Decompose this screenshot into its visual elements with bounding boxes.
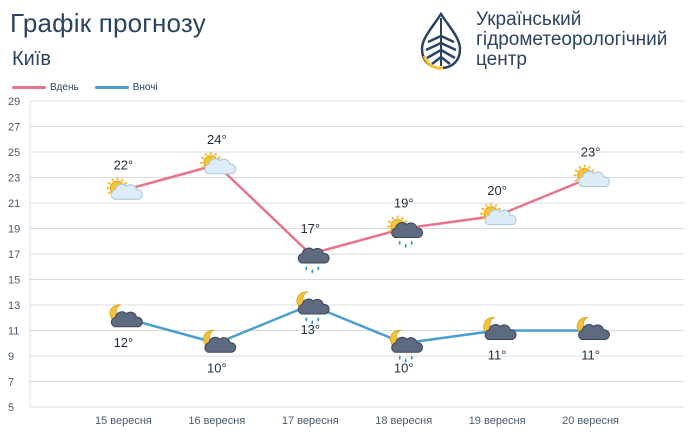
y-tick-label: 25 [8,147,20,159]
y-tick-label: 29 [8,96,20,108]
legend-label-night: Вночі [132,81,158,93]
moon-cloud-rain-icon [389,329,424,363]
cloud-rain-icon [297,247,330,274]
y-tick-label: 5 [8,402,14,414]
legend-swatch-day [12,85,46,89]
legend-label-day: Вдень [50,81,79,93]
day-temp-label: 23° [581,145,601,160]
sun-cloud-icon [199,151,237,175]
moon-cloud-icon [203,329,237,353]
day-temp-label: 19° [394,196,414,211]
legend-item-day[interactable]: Вдень [12,82,79,93]
logo-drop-icon [420,12,462,70]
logo-line: Український [476,9,582,30]
moon-cloud-rain-icon [296,291,330,325]
night-temp-label: 11° [581,348,600,363]
sun-cloud-icon [106,177,143,200]
y-tick-label: 19 [8,224,20,236]
moon-cloud-icon [576,317,610,340]
y-tick-label: 15 [8,275,20,287]
y-tick-label: 9 [8,351,14,363]
logo: Український гідрометеорологічний центр [418,10,688,72]
day-temp-label: 24° [207,132,227,147]
series-line-day [123,163,592,256]
y-tick-label: 11 [8,326,19,338]
x-tick-label: 17 вересня [282,415,339,427]
x-tick-label: 19 вересня [469,415,526,427]
series-line-night [123,303,591,345]
y-tick-label: 21 [8,198,20,210]
chart-legend: Вдень Вночі [12,80,158,94]
logo-line: гідрометеорологічний [476,29,668,50]
night-temp-label: 12° [114,335,134,350]
sun-cloud-icon [480,202,517,226]
night-temp-label: 11° [488,348,507,363]
x-tick-label: 15 вересня [95,415,152,427]
logo-text: Український гідрометеорологічний центр [476,10,667,70]
night-temp-label: 10° [394,360,414,375]
y-tick-label: 23 [8,173,20,185]
moon-cloud-icon [483,317,517,340]
y-tick-label: 17 [8,249,20,261]
sun-cloud-rain-icon [386,215,424,248]
legend-item-night[interactable]: Вночі [94,81,158,93]
night-temp-label: 10° [207,360,227,375]
y-tick-label: 27 [8,122,20,134]
day-temp-label: 22° [114,157,134,172]
chart-title: Графік прогнозу [10,8,206,38]
x-tick-label: 20 вересня [562,415,619,427]
day-temp-label: 20° [487,183,507,198]
night-temp-label: 13° [300,322,320,337]
city-name: Київ [12,48,52,70]
y-tick-label: 7 [8,377,14,389]
day-temp-label: 17° [300,221,320,236]
logo-line: центр [476,49,527,70]
x-tick-label: 16 вересня [188,415,245,427]
sun-cloud-icon [573,164,610,187]
x-tick-label: 18 вересня [375,415,432,427]
moon-cloud-icon [109,304,143,328]
y-tick-label: 13 [8,300,20,312]
legend-swatch-night [94,85,129,89]
